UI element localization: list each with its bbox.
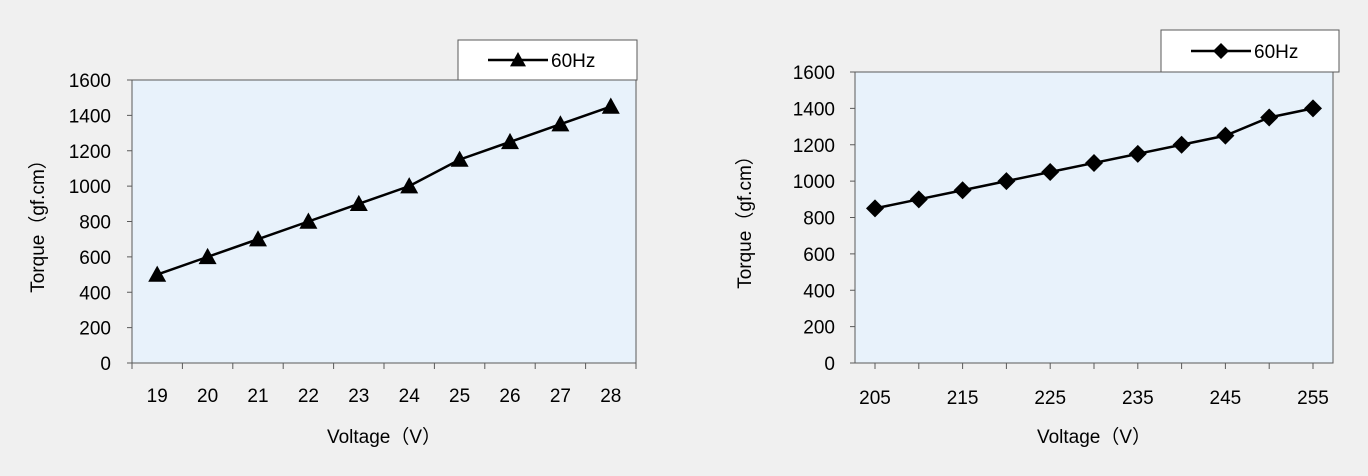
plot-area — [854, 71, 1334, 364]
x-tick-label: 28 — [600, 386, 621, 407]
y-tick-label: 200 — [79, 319, 111, 340]
y-tick-label: 0 — [824, 354, 835, 375]
y-tick-label: 1000 — [69, 177, 111, 198]
data-point — [997, 172, 1016, 191]
legend: 60Hz — [457, 39, 638, 81]
y-tick-label: 0 — [100, 354, 111, 375]
data-point — [1304, 99, 1322, 118]
data-point — [450, 150, 469, 167]
y-tick-label: 1400 — [69, 106, 111, 127]
data-point — [953, 181, 972, 200]
y-tick-label: 600 — [79, 248, 111, 269]
y-axis-title: Torque（gf.cm） — [734, 146, 756, 289]
x-tick-label: 245 — [1210, 388, 1242, 409]
series-line — [156, 105, 612, 276]
y-tick-label: 800 — [79, 213, 111, 234]
y-tick-label: 1200 — [793, 136, 835, 157]
x-tick-label: 24 — [399, 386, 421, 407]
x-tick-label: 20 — [197, 386, 218, 407]
x-tick-label: 19 — [147, 386, 168, 407]
data-point — [1172, 135, 1191, 154]
legend: 60Hz — [1160, 29, 1340, 73]
data-point — [299, 212, 318, 229]
x-axis-title: Voltage（V） — [1037, 426, 1151, 448]
data-point — [400, 177, 419, 194]
data-point — [1085, 153, 1103, 172]
data-point — [551, 115, 570, 132]
y-tick-label: 200 — [803, 318, 835, 339]
x-tick-label: 27 — [550, 386, 571, 407]
x-tick-label: 225 — [1034, 388, 1066, 409]
x-tick-label: 235 — [1122, 388, 1154, 409]
data-point — [1128, 144, 1147, 163]
data-point — [909, 190, 928, 209]
data-point — [601, 97, 620, 114]
y-axis-title: Torque（gf.cm） — [27, 150, 49, 293]
data-point — [1260, 108, 1279, 127]
x-tick-label: 26 — [499, 386, 520, 407]
x-tick-label: 22 — [298, 386, 319, 407]
y-tick-label: 1600 — [69, 71, 111, 92]
y-tick-label: 1400 — [793, 99, 835, 120]
y-tick-label: 800 — [803, 209, 835, 230]
legend-label: 60Hz — [1254, 42, 1298, 63]
chart-1: 0 200 400 600 800 1000 1200 1400 1600 19 20 21 22 23 2… — [27, 39, 638, 448]
legend-label: 60Hz — [551, 51, 595, 72]
chart-2: 0 200 400 600 800 1000 1200 1400 1600 205 215 225 23… — [734, 29, 1340, 448]
x-tick-label: 205 — [859, 388, 891, 409]
x-tick-label: 23 — [348, 386, 369, 407]
data-point — [501, 132, 519, 150]
data-point — [866, 199, 884, 218]
x-tick-label: 21 — [247, 386, 268, 407]
data-point — [1041, 163, 1060, 182]
data-point — [148, 265, 167, 282]
y-tick-label: 400 — [79, 283, 111, 304]
data-point — [1216, 126, 1235, 145]
x-tick-label: 255 — [1297, 388, 1329, 409]
data-point — [198, 247, 217, 265]
y-tick-label: 600 — [803, 245, 835, 266]
y-tick-label: 1200 — [69, 142, 111, 163]
x-axis-title: Voltage（V） — [327, 426, 441, 448]
legend-marker — [510, 52, 526, 67]
y-tick-label: 1000 — [793, 172, 835, 193]
x-tick-label: 215 — [947, 388, 979, 409]
x-tick-label: 25 — [449, 386, 470, 407]
y-tick-label: 1600 — [793, 63, 835, 84]
data-point — [249, 230, 267, 247]
legend-marker — [1213, 43, 1229, 59]
y-tick-label: 400 — [803, 281, 835, 302]
data-point — [349, 194, 368, 212]
